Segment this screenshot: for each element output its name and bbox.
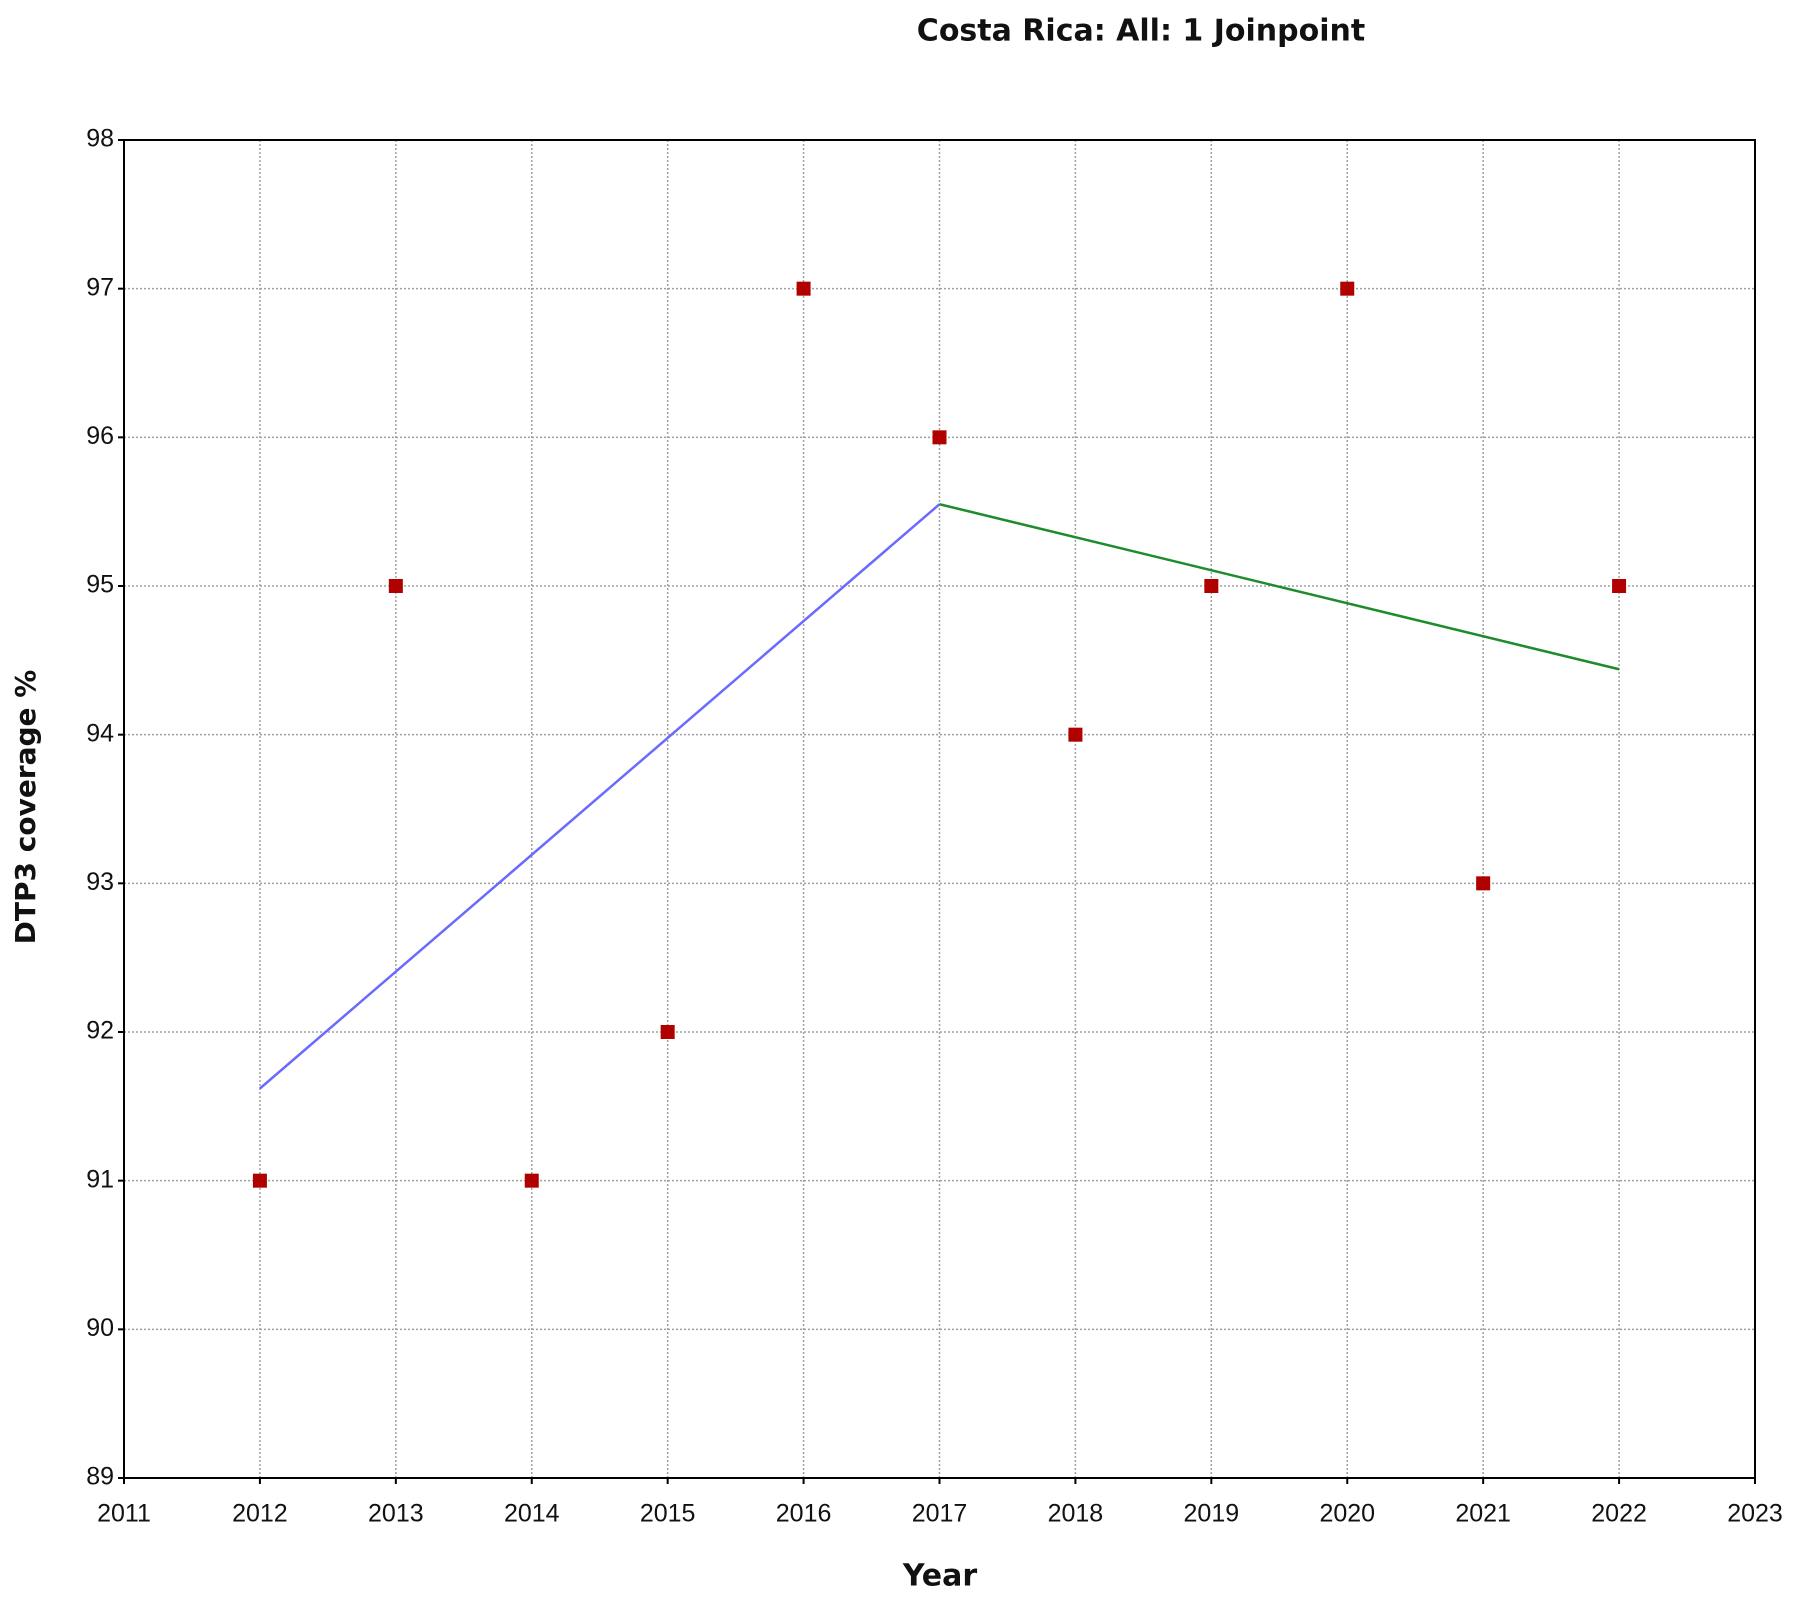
y-tick-label: 89 bbox=[86, 1463, 114, 1491]
data-point bbox=[388, 579, 403, 593]
x-tick-label: 2016 bbox=[776, 1500, 832, 1528]
x-tick-label: 2012 bbox=[232, 1500, 288, 1528]
y-tick-label: 93 bbox=[86, 868, 114, 896]
x-tick-label: 2014 bbox=[504, 1500, 560, 1528]
x-tick-label: 2021 bbox=[1455, 1500, 1511, 1528]
data-point bbox=[1476, 876, 1491, 891]
x-tick-label: 2022 bbox=[1591, 1500, 1647, 1528]
y-tick-label: 94 bbox=[86, 719, 114, 747]
y-tick-label: 96 bbox=[86, 422, 114, 450]
data-point bbox=[252, 1173, 267, 1188]
data-point bbox=[524, 1173, 539, 1188]
y-tick-label: 91 bbox=[86, 1165, 114, 1193]
x-axis-label: Year bbox=[902, 1559, 978, 1594]
data-point bbox=[932, 430, 947, 445]
x-tick-label: 2019 bbox=[1184, 1500, 1240, 1528]
trend-line bbox=[939, 503, 1620, 671]
y-tick-label: 92 bbox=[86, 1017, 114, 1045]
y-tick-label: 95 bbox=[86, 571, 114, 599]
y-tick-label: 97 bbox=[86, 273, 114, 301]
data-point bbox=[1204, 579, 1219, 593]
chart-title: Costa Rica: All: 1 Joinpoint bbox=[917, 14, 1365, 49]
trend-line bbox=[259, 503, 941, 1090]
data-point bbox=[796, 281, 811, 296]
y-tick-label: 98 bbox=[86, 125, 114, 153]
x-tick-label: 2013 bbox=[368, 1500, 424, 1528]
x-tick-label: 2011 bbox=[97, 1500, 151, 1528]
y-tick-label: 90 bbox=[86, 1314, 114, 1342]
data-point bbox=[660, 1025, 675, 1039]
x-tick-label: 2023 bbox=[1727, 1500, 1783, 1528]
data-point bbox=[1612, 579, 1627, 593]
x-tick-label: 2017 bbox=[912, 1500, 968, 1528]
x-tick-label: 2015 bbox=[640, 1500, 696, 1528]
data-point bbox=[1068, 727, 1083, 742]
y-axis-label: DTP3 coverage % bbox=[9, 670, 42, 945]
data-point bbox=[1340, 281, 1355, 296]
x-tick-label: 2020 bbox=[1319, 1500, 1375, 1528]
x-tick-label: 2018 bbox=[1048, 1500, 1104, 1528]
plot-frame bbox=[123, 139, 1756, 1479]
